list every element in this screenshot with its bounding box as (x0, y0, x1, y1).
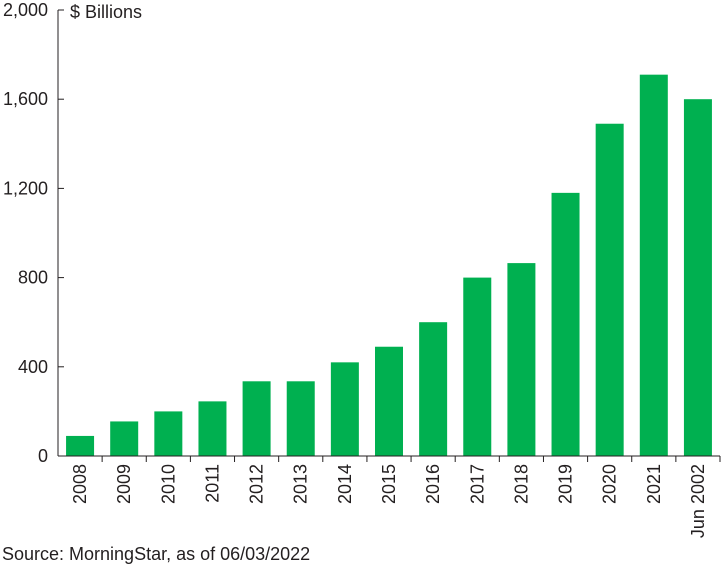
x-tick-label: 2021 (644, 464, 664, 504)
bar (286, 381, 315, 456)
bar (154, 411, 183, 456)
x-tick-label: 2014 (335, 464, 355, 504)
y-tick-label: 0 (38, 446, 48, 466)
bar (639, 74, 668, 457)
x-tick-label: 2009 (114, 464, 134, 504)
bar (198, 401, 227, 456)
x-tick-label: 2019 (556, 464, 576, 504)
x-tick-label: 2013 (291, 464, 311, 504)
bar (595, 123, 624, 456)
bar (419, 322, 448, 456)
x-tick-label: 2018 (511, 464, 531, 504)
bar (551, 192, 580, 457)
x-tick-label: 2012 (247, 464, 267, 504)
x-tick-label: 2010 (158, 464, 178, 504)
bar (242, 381, 271, 456)
y-unit-label: $ Billions (70, 2, 142, 22)
bar (507, 263, 536, 456)
x-tick-label: 2008 (70, 464, 90, 504)
bar (463, 277, 492, 456)
y-tick-label: 2,000 (3, 0, 48, 20)
bar (66, 435, 95, 456)
bar (110, 421, 139, 456)
y-tick-label: 1,200 (3, 178, 48, 198)
x-tick-label: 2011 (202, 464, 222, 503)
bars (66, 74, 712, 457)
bar (683, 99, 712, 456)
x-tick-label: 2020 (600, 464, 620, 504)
x-axis: 2008 2009 2010 2011 2012 2013 2014 2015 2016 2017… (58, 455, 721, 538)
source-note: Source: MorningStar, as of 06/03/2022 (2, 544, 311, 564)
bar (375, 346, 403, 456)
y-tick-label: 400 (18, 357, 48, 377)
x-tick-label: 2017 (467, 464, 487, 504)
bar (330, 362, 359, 456)
y-tick-label: 800 (18, 268, 48, 288)
y-axis: 0 400 800 1,200 1,600 2,000 (3, 0, 64, 466)
y-tick-label: 1,600 (3, 89, 48, 109)
x-tick-label: 2016 (423, 464, 443, 504)
x-tick-label: 2015 (379, 464, 399, 504)
x-tick-label: Jun 2002 (688, 464, 708, 538)
